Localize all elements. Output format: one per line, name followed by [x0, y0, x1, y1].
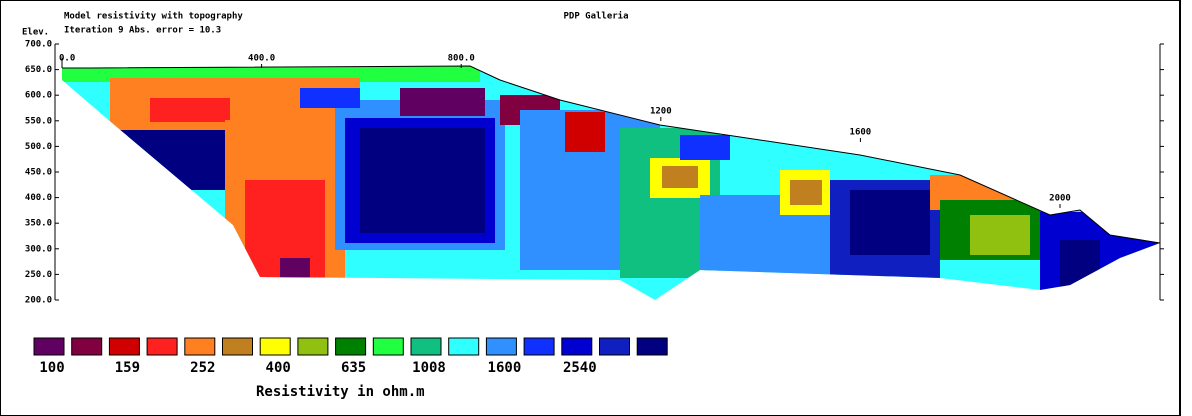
y-tick-label: 550.0: [25, 116, 52, 126]
x-tick-label: 1600: [850, 128, 872, 138]
legend-label: 635: [341, 360, 366, 376]
legend-swatch: [222, 337, 253, 356]
x-tick-label: 800.0: [448, 54, 475, 64]
y-tick-label: 500.0: [25, 142, 52, 152]
legend-label: 1008: [412, 360, 446, 376]
legend-swatch: [636, 337, 668, 356]
chart-title: PDP Galleria: [563, 11, 628, 22]
legend-swatch: [146, 337, 178, 356]
x-tick-label: 400.0: [248, 54, 275, 64]
y-tick-label: 400.0: [25, 193, 52, 203]
legend-label: 2540: [563, 360, 597, 376]
y-tick-label: 600.0: [25, 91, 52, 101]
legend-label: 159: [115, 360, 140, 376]
topography: [62, 65, 1161, 244]
x-tick-label: 1200: [650, 107, 672, 117]
legend-swatch: [561, 337, 593, 356]
legend-swatch: [259, 337, 291, 356]
section: [62, 66, 1160, 300]
legend-label: 100: [39, 360, 64, 376]
legend-swatch: [33, 337, 65, 356]
legend-title: Resistivity in ohm.m: [256, 384, 425, 400]
y-tick-label: 450.0: [25, 168, 52, 178]
legend-swatch: [523, 337, 555, 356]
legend-swatch: [410, 337, 442, 356]
y-tick-label: 250.0: [25, 270, 52, 280]
annotation: Iteration 9 Abs. error = 10.3: [64, 25, 221, 36]
legend-label: 252: [190, 360, 215, 376]
legend-swatch: [372, 337, 404, 356]
subtitle: Model resistivity with topography: [64, 11, 243, 22]
legend-swatch: [297, 337, 329, 356]
legend-swatch: [599, 337, 630, 356]
legend-swatch: [485, 337, 517, 356]
legend-swatch: [71, 337, 103, 356]
y-tick-label: 350.0: [25, 219, 52, 229]
legend-label: 400: [266, 360, 291, 376]
legend-swatch: [184, 337, 216, 356]
x-tick-label: 0.0: [59, 54, 75, 64]
legend-swatch: [335, 337, 367, 356]
y-tick-label: 200.0: [25, 296, 52, 306]
legend-label: 1600: [488, 360, 522, 376]
y-tick-label: 300.0: [25, 244, 52, 254]
y-axis-label: Elev.: [22, 28, 49, 38]
legend-swatch: [108, 337, 140, 356]
x-tick-label: 2000: [1049, 194, 1071, 204]
y-tick-label: 650.0: [25, 65, 52, 75]
legend-swatch: [448, 337, 480, 356]
y-tick-label: 700.0: [25, 40, 52, 50]
